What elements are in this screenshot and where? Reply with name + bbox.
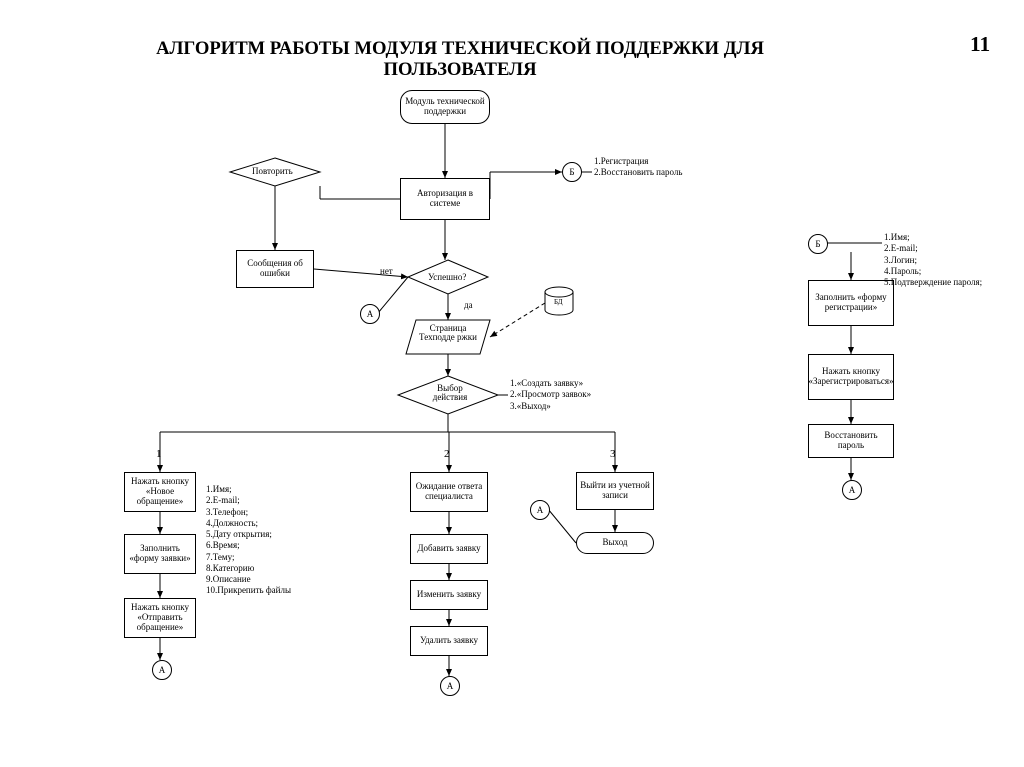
r3-process: Восстановить пароль bbox=[808, 424, 894, 458]
err-process: Сообщения об ошибки bbox=[236, 250, 314, 288]
conn-a-ok: А bbox=[360, 304, 380, 324]
choice-text: Выбор действия bbox=[428, 384, 472, 403]
conn-a-b3: А bbox=[530, 500, 550, 520]
r2-process: Нажать кнопку «Зарегистрироваться» bbox=[808, 354, 894, 400]
conn-a-r: А bbox=[842, 480, 862, 500]
b2c-process: Изменить заявку bbox=[410, 580, 488, 610]
b2d-process: Удалить заявку bbox=[410, 626, 488, 656]
start-terminator: Модуль технической поддержки bbox=[400, 90, 490, 124]
ok-text: Успешно? bbox=[428, 272, 466, 282]
conn-a-b2: А bbox=[440, 676, 460, 696]
b1c-process: Нажать кнопку «Отправить обращение» bbox=[124, 598, 196, 638]
page-title: АЛГОРИТМ РАБОТЫ МОДУЛЯ ТЕХНИЧЕСКОЙ ПОДДЕ… bbox=[100, 38, 820, 81]
note-regform: 1.Имя; 2.E-mail; 3.Логин; 4.Пароль; 5.По… bbox=[884, 232, 982, 288]
r1-process: Заполнить «форму регистрации» bbox=[808, 280, 894, 326]
label-no: нет bbox=[380, 266, 393, 276]
repeat-text: Повторить bbox=[252, 166, 293, 176]
note-form: 1.Имя; 2.E-mail; 3.Телефон; 4.Должность;… bbox=[206, 484, 291, 597]
b1b-process: Заполнить «форму заявки» bbox=[124, 534, 196, 574]
branch-2: 2 bbox=[444, 448, 450, 460]
b3a-process: Выйти из учетной записи bbox=[576, 472, 654, 510]
note-reg: 1.Регистрация 2.Восстановить пароль bbox=[594, 156, 682, 179]
conn-b-top: Б bbox=[562, 162, 582, 182]
conn-b-r: Б bbox=[808, 234, 828, 254]
conn-a-b1: А bbox=[152, 660, 172, 680]
page-number: 11 bbox=[970, 32, 990, 57]
branch-3: 3 bbox=[610, 448, 616, 460]
b2b-process: Добавить заявку bbox=[410, 534, 488, 564]
b2a-process: Ожидание ответа специалиста bbox=[410, 472, 488, 512]
note-choice: 1.«Создать заявку» 2.«Просмотр заявок» 3… bbox=[510, 378, 591, 412]
auth-process: Авторизация в системе bbox=[400, 178, 490, 220]
page-io-text: Страница Техподде ржки bbox=[418, 324, 478, 343]
label-yes: да bbox=[464, 300, 473, 310]
b1a-process: Нажать кнопку «Новое обращение» bbox=[124, 472, 196, 512]
b3b-terminator: Выход bbox=[576, 532, 654, 554]
branch-1: 1 bbox=[156, 448, 162, 460]
db-text: БД bbox=[554, 298, 563, 306]
